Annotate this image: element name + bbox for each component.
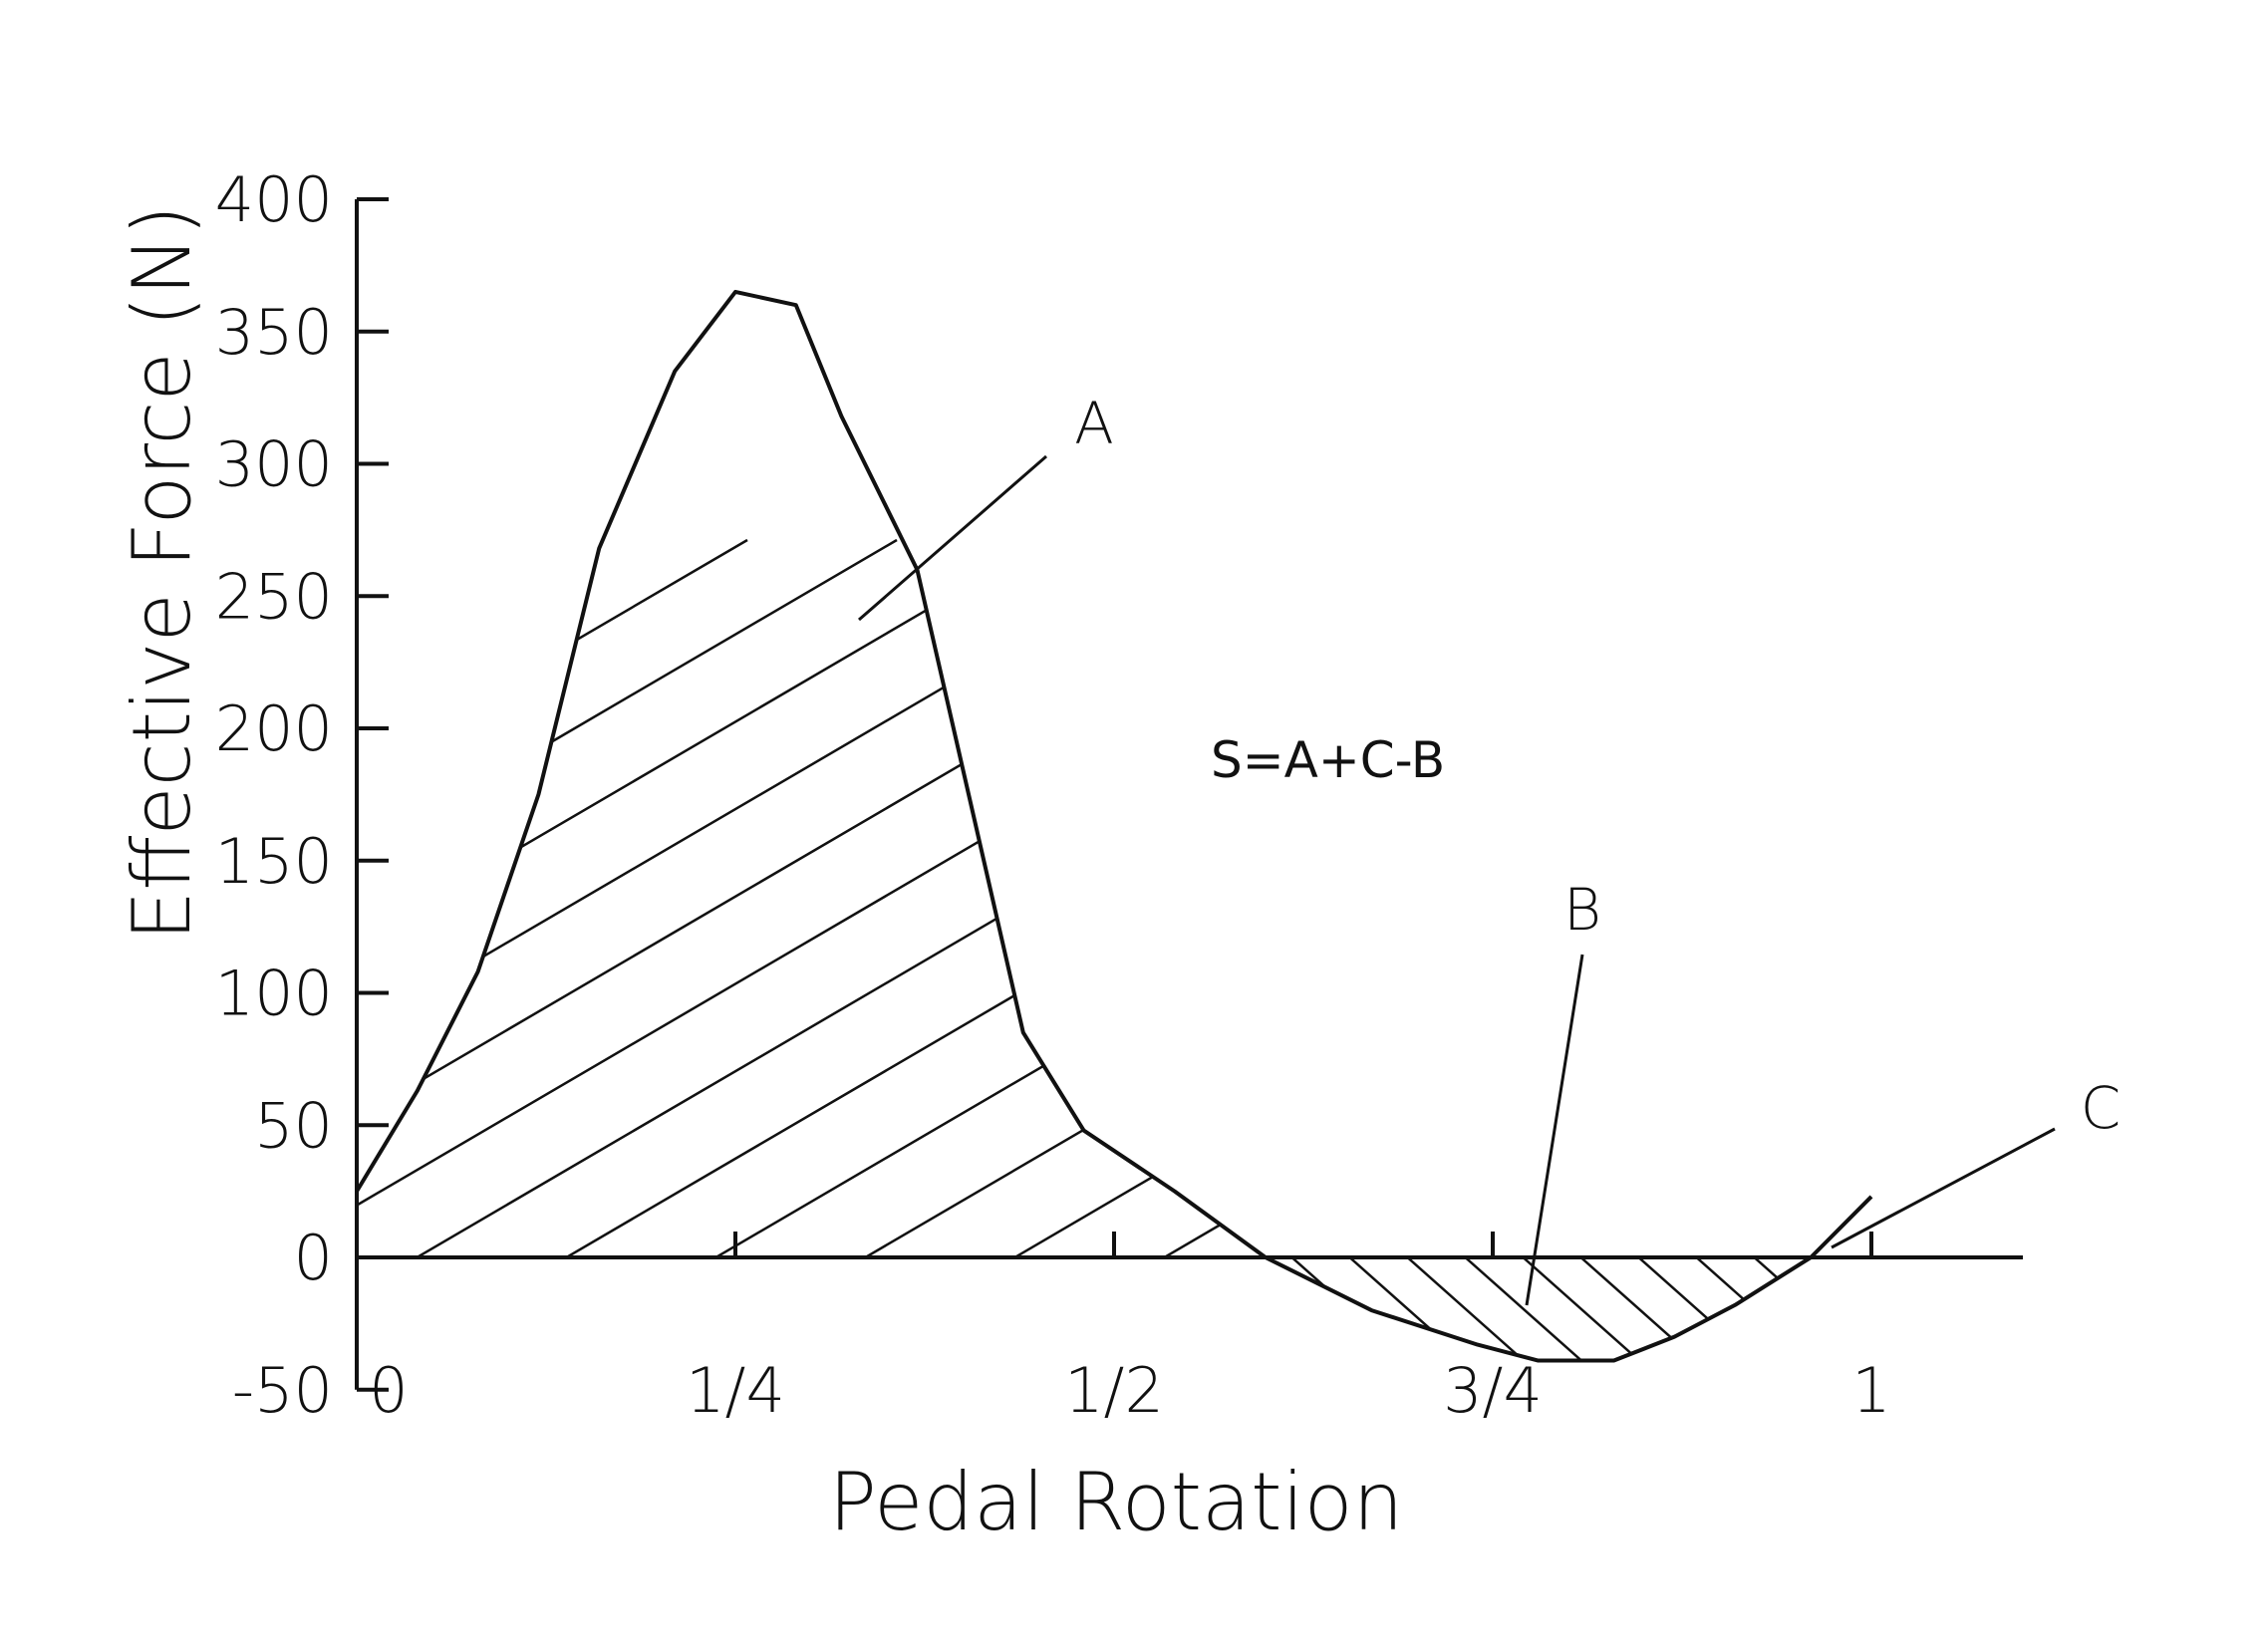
leader-line-b xyxy=(1525,954,1584,1306)
hatch-line xyxy=(1615,1257,1797,1361)
y-axis-title: Effective Force (N) xyxy=(116,205,208,942)
y-tick-label: 300 xyxy=(215,428,333,501)
x-axis-title: Pedal Rotation xyxy=(829,1456,1404,1548)
hatch-line xyxy=(1442,1257,1623,1361)
x-axis-ticks: 0 1/4 1/2 3/4 1 xyxy=(369,1232,1891,1427)
y-tick-label: 50 xyxy=(254,1089,333,1162)
hatch-line xyxy=(1266,1257,1334,1361)
label-b: B xyxy=(1563,876,1601,944)
hatch-line xyxy=(647,538,1871,1257)
hatch-line xyxy=(1558,1257,1739,1361)
y-tick-label: 200 xyxy=(215,692,333,765)
hatch-line xyxy=(357,538,599,1257)
hatch-line xyxy=(1693,538,1871,1257)
hatch-line xyxy=(357,538,898,1257)
hatch-line xyxy=(796,538,1871,1257)
hatch-line xyxy=(1905,1237,2085,1397)
y-tick-label: 400 xyxy=(215,163,333,236)
hatch-line xyxy=(1384,1257,1565,1361)
hatch-area-positive xyxy=(357,538,2268,1297)
hatch-line xyxy=(1993,540,2268,1297)
hatch-line xyxy=(357,538,1496,1257)
hatch-line xyxy=(1500,1257,1681,1361)
hatch-line xyxy=(1245,538,1871,1257)
hatch-line xyxy=(1963,1237,2142,1397)
y-tick-label: 350 xyxy=(215,296,333,369)
hatch-line xyxy=(1673,1257,1812,1361)
hatch-line xyxy=(1843,538,1871,1257)
formula-text: S=A+C-B xyxy=(1211,731,1445,789)
hatch-line xyxy=(1266,1257,1392,1361)
x-tick-label: 0 xyxy=(369,1354,408,1427)
y-tick-label: 100 xyxy=(215,958,333,1030)
hatch-area-negative xyxy=(1266,1237,2142,1397)
x-tick-label: 3/4 xyxy=(1443,1354,1543,1427)
leader-line-c xyxy=(1831,1127,2056,1249)
hatch-line xyxy=(357,538,1346,1257)
hatch-line xyxy=(357,538,449,1257)
hatch-line xyxy=(1095,538,1871,1257)
x-tick-label: 1/4 xyxy=(686,1354,785,1427)
hatch-line xyxy=(1269,1257,1450,1361)
hatch-line xyxy=(1731,1257,1812,1361)
label-c: C xyxy=(2081,1074,2122,1142)
x-tick-label: 1 xyxy=(1851,1354,1890,1427)
leader-line-a xyxy=(858,454,1047,622)
y-tick-label: 150 xyxy=(215,825,333,898)
y-tick-label: 0 xyxy=(294,1222,333,1294)
hatch-line xyxy=(1394,538,1871,1257)
force-curve xyxy=(355,289,1873,1363)
y-tick-label: 250 xyxy=(215,560,333,633)
label-a: A xyxy=(1074,390,1114,457)
y-axis-ticks: 400 350 300 250 200 150 100 50 0 -50 xyxy=(215,163,389,1427)
y-tick-label: -50 xyxy=(232,1354,333,1427)
hatch-line xyxy=(1326,1257,1508,1361)
x-tick-label: 1/2 xyxy=(1064,1354,1164,1427)
hatch-line xyxy=(357,538,748,1257)
hatch-line xyxy=(2142,540,2268,1297)
hatch-line xyxy=(1544,538,1871,1257)
